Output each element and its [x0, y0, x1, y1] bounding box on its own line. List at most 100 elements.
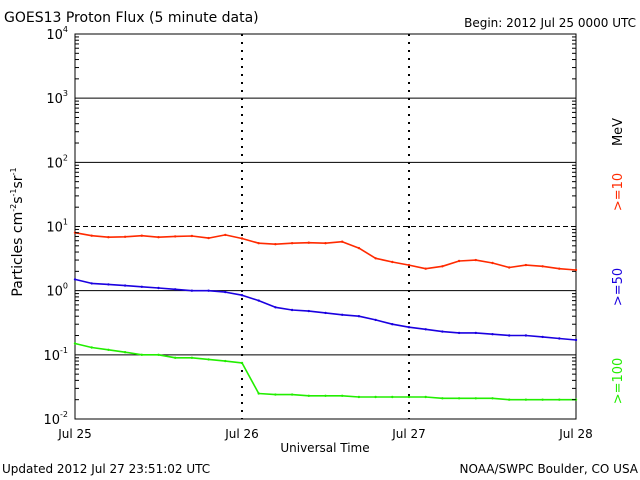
data-point: [257, 242, 260, 245]
data-point: [474, 331, 477, 335]
data-point: [207, 289, 210, 292]
data-point: [73, 342, 77, 345]
data-point: [341, 240, 344, 243]
y-axis-label-tail: sr: [10, 175, 26, 188]
data-point: [324, 394, 327, 397]
data-point: [441, 265, 444, 268]
data-point: [123, 235, 127, 238]
data-point: [424, 395, 427, 399]
y-tick-label: 101: [46, 218, 68, 236]
data-point: [457, 259, 461, 263]
data-point: [391, 323, 394, 326]
data-point: [391, 395, 394, 399]
data-point: [407, 395, 411, 399]
data-point: [558, 337, 561, 340]
data-point: [257, 392, 260, 395]
data-point: [424, 267, 427, 270]
data-point: [574, 268, 578, 272]
data-point: [508, 266, 511, 269]
data-point: [524, 263, 528, 267]
data-point: [524, 398, 528, 401]
y-axis-label: Particles cm-2s-1sr-1: [9, 167, 26, 296]
credit: NOAA/SWPC Boulder, CO USA: [460, 462, 639, 476]
data-point: [541, 335, 544, 339]
data-point: [140, 234, 143, 237]
data-point: [341, 313, 344, 316]
data-point: [73, 278, 77, 281]
data-point: [174, 356, 177, 359]
begin-time: Begin: 2012 Jul 25 0000 UTC: [464, 16, 636, 30]
updated-time: Updated 2012 Jul 27 23:51:02 UTC: [2, 462, 210, 476]
data-point: [307, 309, 310, 313]
data-point: [274, 393, 277, 396]
data-point: [107, 348, 110, 351]
data-point: [441, 397, 444, 400]
data-point: [240, 361, 244, 365]
data-point: [558, 398, 561, 401]
data-point: [491, 397, 494, 400]
series-line-ge100: [74, 342, 576, 401]
data-point: [274, 243, 277, 246]
y-tick-label: 104: [46, 25, 68, 43]
data-point: [224, 290, 227, 294]
data-point: [474, 397, 477, 400]
data-point: [324, 311, 327, 315]
y-tick-label: 102: [46, 153, 68, 171]
y-tick-label: 103: [46, 89, 68, 107]
data-point: [207, 358, 210, 361]
data-point: [508, 398, 511, 401]
x-tick-label: Jul 26: [224, 427, 259, 441]
data-point: [140, 353, 143, 356]
data-point: [190, 234, 194, 238]
data-point: [290, 393, 294, 396]
legend-ge100: >=100: [611, 358, 626, 405]
data-point: [324, 242, 327, 245]
data-point: [424, 328, 427, 331]
data-point: [541, 265, 544, 268]
data-point: [374, 257, 377, 260]
data-point: [90, 282, 93, 285]
data-point: [107, 283, 110, 286]
data-point: [157, 353, 160, 356]
data-point: [374, 318, 377, 322]
data-point: [123, 351, 127, 354]
data-point: [224, 359, 227, 363]
chart-title: GOES13 Proton Flux (5 minute data): [4, 10, 259, 26]
x-axis-label: Universal Time: [280, 441, 369, 455]
y-tick-label: 10-2: [43, 410, 68, 428]
data-point: [190, 289, 194, 292]
data-point: [524, 334, 528, 337]
data-point: [541, 398, 544, 401]
data-point: [374, 395, 377, 399]
data-point: [90, 234, 93, 237]
data-point: [190, 356, 194, 359]
data-point: [357, 315, 361, 318]
y-axis-label-base: Particles cm: [10, 212, 26, 297]
x-tick-label: Jul 28: [558, 427, 593, 441]
series-line-ge10: [74, 231, 577, 271]
data-point: [290, 242, 294, 245]
data-point: [307, 241, 310, 244]
data-point: [174, 235, 177, 238]
data-point: [508, 334, 511, 337]
data-point: [240, 294, 244, 297]
data-point: [307, 394, 310, 397]
data-point: [157, 286, 160, 290]
data-point: [174, 288, 177, 291]
data-point: [224, 233, 227, 237]
series-line-ge50: [74, 278, 577, 341]
data-point: [491, 333, 494, 336]
data-point: [123, 284, 127, 287]
legend-ge50: >=50: [611, 268, 626, 306]
data-point: [474, 258, 477, 262]
unit-label: MeV: [611, 118, 626, 146]
data-point: [457, 397, 461, 400]
data-point: [290, 308, 294, 312]
data-point: [407, 263, 411, 267]
data-point: [207, 236, 210, 240]
x-tick-label: Jul 25: [57, 427, 92, 441]
data-point: [441, 330, 444, 333]
data-point: [357, 246, 361, 250]
data-point: [391, 260, 394, 264]
